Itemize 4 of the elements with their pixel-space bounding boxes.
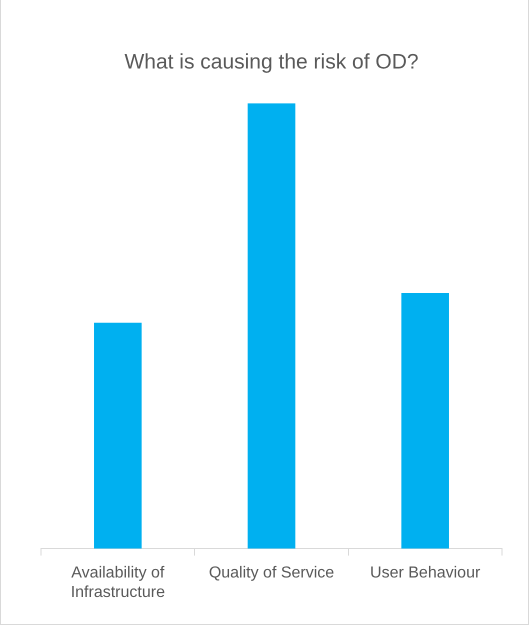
x-tick-label: Quality of Service (208, 564, 334, 582)
x-tick-label: User Behaviour (370, 564, 481, 582)
chart-title: What is causing the risk of OD? (124, 50, 419, 74)
x-tick-label: Availability of Infrastructure (70, 564, 166, 601)
